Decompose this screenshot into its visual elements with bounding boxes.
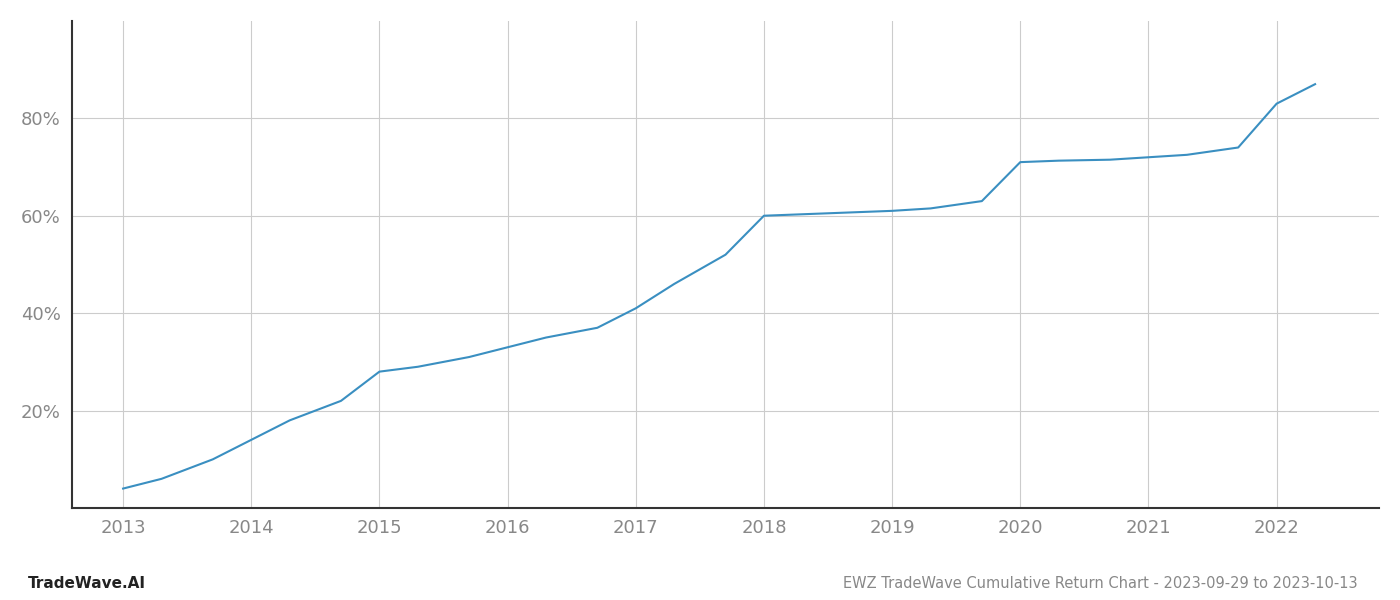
Text: TradeWave.AI: TradeWave.AI [28, 576, 146, 591]
Text: EWZ TradeWave Cumulative Return Chart - 2023-09-29 to 2023-10-13: EWZ TradeWave Cumulative Return Chart - … [843, 576, 1358, 591]
